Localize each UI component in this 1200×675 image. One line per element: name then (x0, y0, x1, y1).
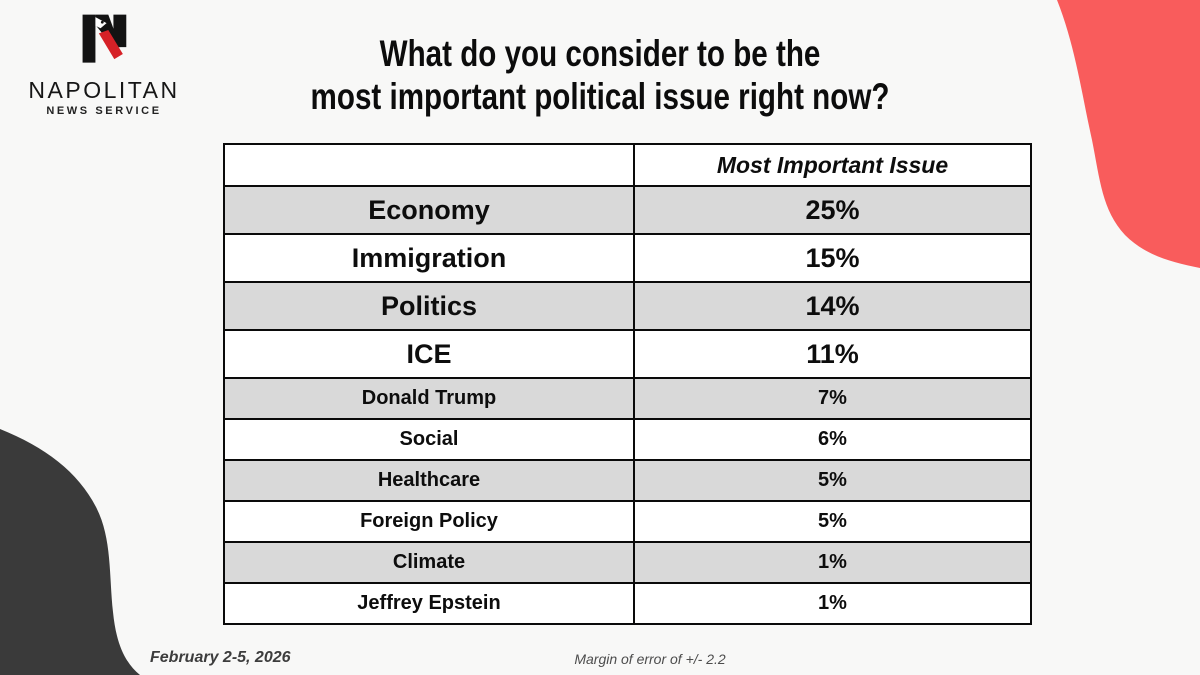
issue-label: Economy (225, 187, 635, 233)
issue-value: 5% (818, 510, 847, 532)
header-empty-cell (225, 145, 635, 185)
table-row: Healthcare 5% (225, 459, 1030, 500)
issue-label: Politics (225, 283, 635, 329)
issue-value: 1% (635, 543, 1030, 582)
napolitan-eagle-n-icon (82, 14, 127, 63)
margin-of-error: Margin of error of +/- 2.2 (574, 651, 726, 667)
table-row: Foreign Policy 5% (225, 500, 1030, 541)
title-line-1: What do you consider to be the (379, 33, 821, 74)
issue-label: Donald Trump (225, 379, 635, 418)
header-most-important-issue: Most Important Issue (635, 145, 1030, 185)
issue-label: Social (225, 420, 635, 459)
brand-subtitle: NEWS SERVICE (46, 105, 162, 117)
issue-label: ICE (225, 331, 635, 377)
napolitan-logo: NAPOLITAN NEWS SERVICE (25, 14, 183, 117)
poll-results-table: Most Important Issue Economy 25% Immigra… (223, 143, 1032, 625)
table-row: Politics 14% (225, 281, 1030, 329)
issue-label: Climate (225, 543, 635, 582)
brand-name: NAPOLITAN (28, 77, 180, 103)
issue-value: 7% (635, 379, 1030, 418)
table-row: Economy 25% (225, 185, 1030, 233)
issue-value: 14% (635, 283, 1030, 329)
table-row: Climate 1% (225, 541, 1030, 582)
issue-label: Foreign Policy (225, 502, 635, 541)
issue-value: 6% (818, 428, 847, 450)
table-row: Immigration 15% (225, 233, 1030, 281)
page-title: What do you consider to be the most impo… (120, 32, 1080, 118)
issue-label: Jeffrey Epstein (225, 584, 635, 623)
table-row: Social 6% (225, 418, 1030, 459)
issue-value: 1% (818, 592, 847, 614)
issue-value: 11% (806, 338, 859, 369)
table-row: Jeffrey Epstein 1% (225, 582, 1030, 623)
issue-value: 25% (635, 187, 1030, 233)
table-row: Donald Trump 7% (225, 377, 1030, 418)
table-row: ICE 11% (225, 329, 1030, 377)
issue-value: 15% (805, 242, 860, 273)
survey-date-range: February 2-5, 2026 (150, 649, 291, 666)
issue-value: 5% (635, 461, 1030, 500)
title-line-2: most important political issue right now… (310, 76, 890, 117)
table-header-row: Most Important Issue (225, 145, 1030, 185)
issue-label: Healthcare (225, 461, 635, 500)
issue-label: Immigration (225, 235, 635, 281)
